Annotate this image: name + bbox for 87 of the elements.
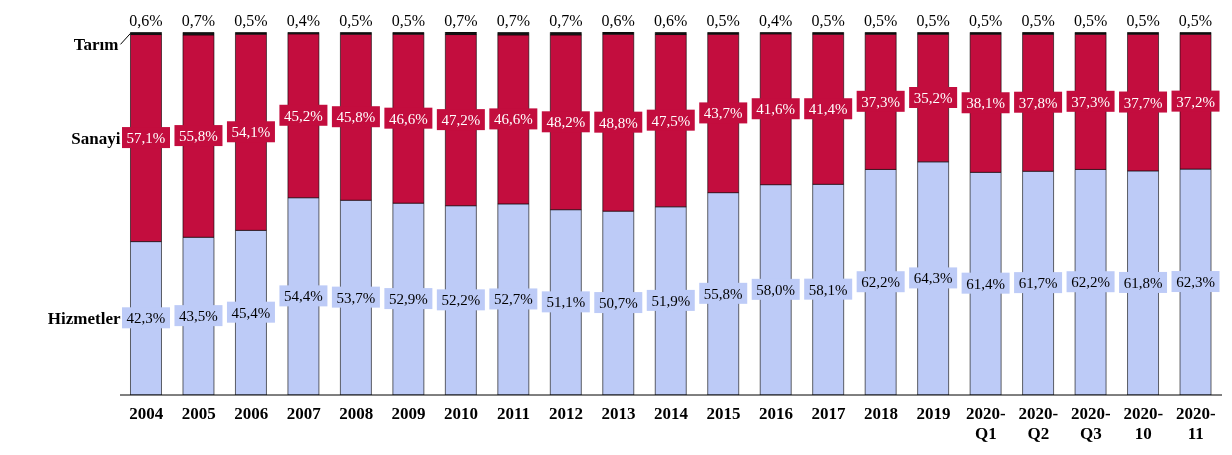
x-tick-label: 2015: [706, 404, 741, 423]
data-label: 0,4%: [286, 12, 321, 30]
x-tick-label: 2020-Q3: [1070, 404, 1111, 443]
x-tick-label: 2016: [758, 404, 793, 423]
x-tick-label: 2010: [444, 404, 479, 423]
data-label: 0,5%: [968, 12, 1003, 30]
data-label: 0,5%: [706, 12, 740, 30]
x-tick-label: 2009: [391, 404, 426, 423]
data-label: 0,5%: [811, 12, 845, 30]
data-label: 0,6%: [129, 12, 163, 30]
data-label: 0,5%: [864, 12, 898, 30]
data-label: 0,6%: [654, 12, 688, 30]
data-label: 0,5%: [1126, 12, 1160, 30]
data-label: 47,2%: [441, 112, 481, 129]
data-label: 45,8%: [336, 109, 376, 126]
data-label: 37,8%: [1018, 94, 1058, 111]
x-tick-label: 2020-Q2: [1018, 404, 1059, 443]
data-label: 0,5%: [339, 12, 373, 30]
x-tick-label: 2005: [181, 404, 216, 423]
data-label: 51,1%: [546, 294, 586, 311]
data-label: 46,6%: [389, 110, 428, 127]
x-tick-label: 2011: [497, 404, 531, 423]
x-tick-label: 2019: [916, 404, 951, 423]
data-label: 42,3%: [126, 310, 166, 327]
data-label: 58,1%: [808, 281, 848, 298]
data-label: 62,2%: [1071, 274, 1110, 291]
x-tick-label: 2020-10: [1123, 404, 1164, 443]
data-label: 0,5%: [234, 12, 268, 30]
data-label: 52,9%: [389, 291, 428, 308]
x-tick-label: 2004: [129, 404, 164, 423]
legend-label: Sanayi: [71, 129, 121, 149]
data-label: 35,2%: [913, 90, 953, 106]
data-label: 54,1%: [231, 124, 271, 141]
x-tick-label: 2006: [234, 404, 269, 423]
data-label: 0,5%: [1178, 12, 1213, 30]
data-label: 64,3%: [913, 270, 953, 287]
data-label: 43,5%: [179, 308, 218, 325]
x-tick-label: 2012: [549, 404, 584, 423]
data-label: 55,8%: [179, 128, 218, 145]
data-label: 52,7%: [493, 291, 533, 308]
data-label: 52,2%: [441, 292, 481, 309]
data-label: 0,6%: [601, 12, 635, 29]
data-label: 45,2%: [284, 107, 323, 124]
x-tick-label: 2020-Q1: [966, 404, 1007, 443]
x-tick-label: 2017: [811, 404, 846, 423]
data-label: 37,3%: [1071, 93, 1110, 110]
data-label: 0,4%: [759, 12, 793, 30]
data-label: 45,4%: [231, 304, 271, 321]
x-tick-label: 2007: [286, 404, 322, 423]
data-label: 48,8%: [598, 114, 638, 131]
data-label: 0,7%: [181, 12, 216, 30]
data-label: 38,1%: [966, 95, 1005, 112]
x-tick-label: 2013: [601, 404, 636, 423]
data-label: 58,0%: [756, 281, 796, 298]
data-label: 47,5%: [651, 112, 691, 129]
legend-label: Hizmetler: [47, 309, 121, 329]
data-label: 0,5%: [391, 12, 426, 30]
data-label: 43,7%: [703, 105, 743, 122]
data-label: 61,7%: [1018, 275, 1058, 292]
data-label: 51,9%: [651, 292, 691, 309]
data-label: 41,4%: [808, 101, 848, 118]
data-label: 0,7%: [444, 12, 478, 29]
data-label: 46,6%: [493, 111, 533, 128]
data-label: 0,7%: [496, 12, 530, 30]
data-label: 62,3%: [1176, 274, 1215, 291]
x-tick-label: 2008: [339, 404, 374, 423]
data-label: 57,1%: [126, 130, 166, 147]
data-label: 50,7%: [598, 295, 638, 312]
data-label: 48,2%: [546, 114, 586, 131]
data-label: 37,2%: [1176, 93, 1215, 110]
x-tick-label: 2020-11: [1175, 404, 1216, 443]
x-tick-label: 2014: [654, 404, 689, 423]
data-label: 53,7%: [336, 289, 376, 306]
data-label: 37,3%: [861, 93, 901, 110]
data-label: 41,6%: [756, 101, 796, 118]
data-label: 0,7%: [549, 12, 583, 30]
series-label: Tarım: [73, 35, 119, 55]
data-label: 0,5%: [1073, 12, 1108, 30]
data-label: 0,5%: [1021, 12, 1055, 30]
data-label: 61,8%: [1123, 274, 1163, 291]
data-label: 0,5%: [916, 12, 950, 30]
data-label: 61,4%: [966, 275, 1005, 292]
data-label: 37,7%: [1123, 94, 1163, 111]
data-label: 54,4%: [284, 288, 323, 305]
x-tick-label: 2018: [863, 404, 898, 423]
data-label: 62,2%: [861, 274, 901, 291]
data-label: 55,8%: [703, 285, 743, 302]
